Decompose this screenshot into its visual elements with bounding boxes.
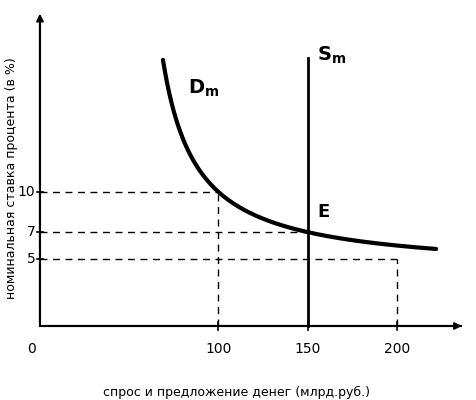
Text: 200: 200 [384, 342, 410, 356]
Text: $\mathbf{D_m}$: $\mathbf{D_m}$ [188, 78, 219, 99]
Text: 150: 150 [295, 342, 321, 356]
Text: номинальная ставка процента (в %): номинальная ставка процента (в %) [5, 58, 18, 299]
Text: спрос и предложение денег (млрд.руб.): спрос и предложение денег (млрд.руб.) [103, 386, 370, 400]
Text: 10: 10 [18, 185, 36, 199]
Text: 7: 7 [27, 225, 36, 239]
Text: 100: 100 [205, 342, 232, 356]
Text: $\mathbf{E}$: $\mathbf{E}$ [317, 203, 329, 221]
Text: 5: 5 [27, 252, 36, 266]
Text: $\mathbf{S_m}$: $\mathbf{S_m}$ [317, 44, 346, 66]
Text: 0: 0 [27, 342, 36, 356]
